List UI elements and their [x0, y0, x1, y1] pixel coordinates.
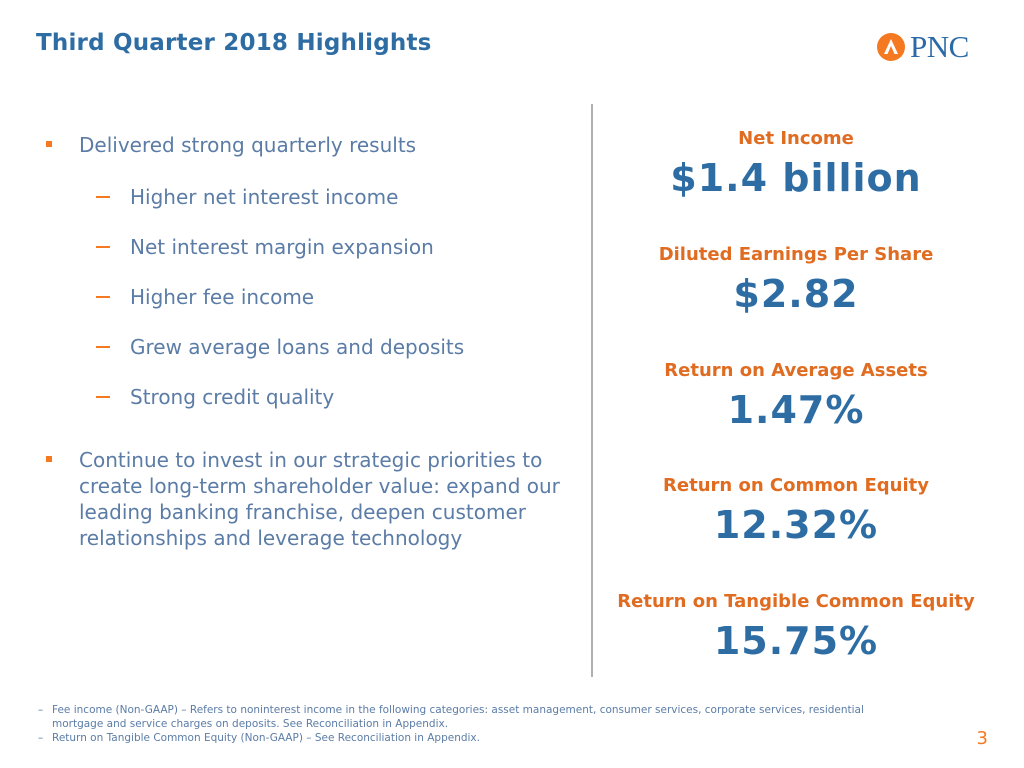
footnote-text-line: Return on Tangible Common Equity (Non-GA… — [52, 732, 480, 744]
square-bullet-icon — [46, 141, 52, 147]
footnote-text-line: mortgage and service charges on deposits… — [52, 718, 449, 730]
metric-label-diluted-eps: Diluted Earnings Per Share — [658, 244, 934, 265]
dash-bullet-icon — [96, 246, 110, 248]
metric-label-net-income: Net Income — [738, 128, 854, 149]
sub-bullet-text: Net interest margin expansion — [130, 235, 434, 259]
footnote: – Fee income (Non-GAAP) – Refers to noni… — [38, 703, 938, 731]
bullet-text-line: relationships and leverage technology — [79, 526, 463, 550]
metric-value-rotce: 15.75% — [713, 619, 879, 663]
metric-label-rotce: Return on Tangible Common Equity — [617, 591, 975, 612]
pnc-logo: PNC — [876, 30, 969, 64]
bullet-text-line: create long-term shareholder value: expa… — [79, 474, 560, 498]
sub-bullet-text: Strong credit quality — [130, 385, 335, 409]
vertical-divider — [591, 104, 593, 677]
dash-bullet-icon — [96, 346, 110, 348]
square-bullet-icon — [46, 456, 52, 462]
sub-bullet-text: Higher fee income — [130, 285, 315, 309]
footnote-text-line: Fee income (Non-GAAP) – Refers to nonint… — [52, 704, 864, 716]
sub-bullet-text: Grew average loans and deposits — [130, 335, 465, 359]
dash-bullet-icon — [96, 196, 110, 198]
metric-value-net-income: $1.4 billion — [670, 156, 922, 200]
page-number: 3 — [976, 728, 988, 749]
page-title: Third Quarter 2018 Highlights — [36, 30, 432, 56]
metric-value-roaa: 1.47% — [727, 388, 865, 432]
metric-label-roaa: Return on Average Assets — [664, 360, 928, 381]
footnote-dash: – — [38, 732, 44, 744]
metric-label-roce: Return on Common Equity — [663, 475, 929, 496]
bullet-text-line: leading banking franchise, deepen custom… — [79, 500, 526, 524]
footnote-dash: – — [38, 704, 44, 716]
bullet-text: Delivered strong quarterly results — [79, 133, 417, 157]
bullet-text-line: Continue to invest in our strategic prio… — [79, 448, 543, 472]
footnotes: – Fee income (Non-GAAP) – Refers to noni… — [38, 703, 938, 745]
pnc-logo-icon — [876, 32, 906, 62]
pnc-logo-text: PNC — [910, 29, 969, 64]
bullet-text: Continue to invest in our strategic prio… — [79, 447, 566, 551]
footnote: – Return on Tangible Common Equity (Non-… — [38, 731, 938, 745]
dash-bullet-icon — [96, 396, 110, 398]
metric-value-roce: 12.32% — [713, 503, 879, 547]
sub-bullet-text: Higher net interest income — [130, 185, 399, 209]
metric-value-diluted-eps: $2.82 — [733, 272, 859, 316]
dash-bullet-icon — [96, 296, 110, 298]
